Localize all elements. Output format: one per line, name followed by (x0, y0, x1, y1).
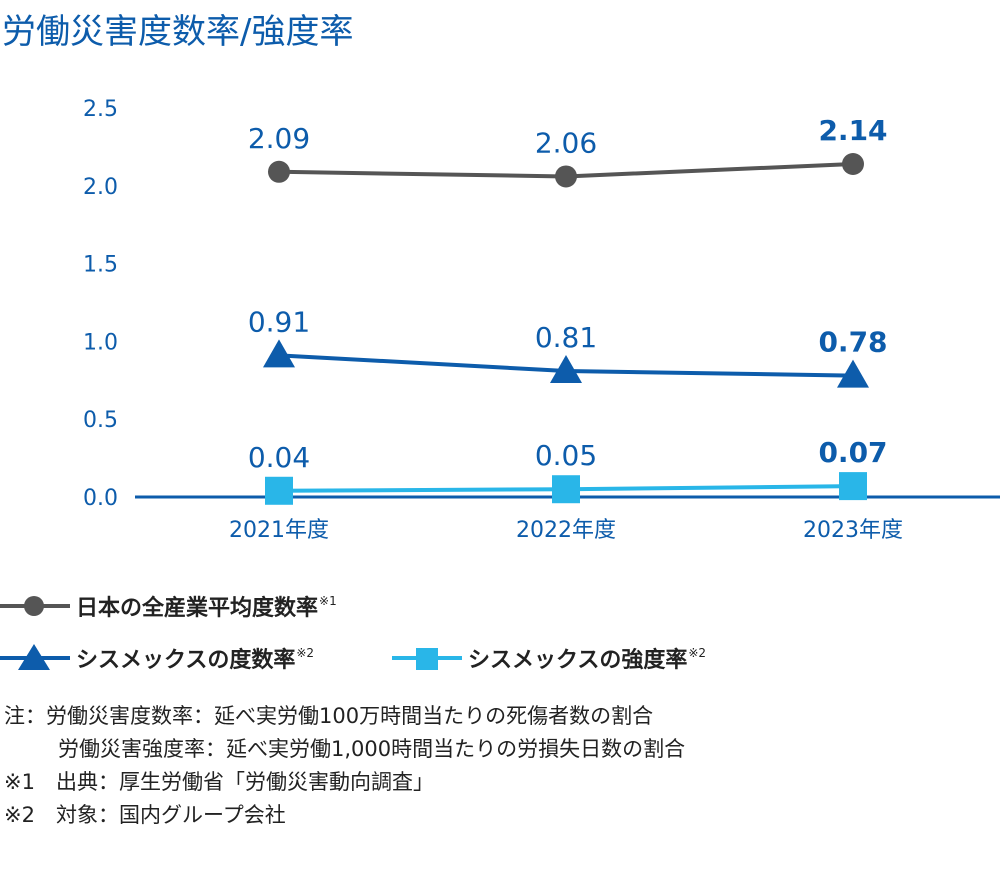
legend-note-mark-2: ※2 (296, 646, 315, 660)
data-point (555, 165, 577, 188)
circle-marker-icon (0, 596, 70, 616)
data-point (268, 160, 290, 183)
data-label: 0.07 (818, 436, 887, 469)
legend-label-sysmex-severity: シスメックスの強度率 (468, 648, 688, 673)
legend-label-industry-average: 日本の全産業平均度数率 (76, 596, 319, 621)
footnotes: 注：労働災害度数率：延べ実労働100万時間当たりの死傷者数の割合 労働災害強度率… (4, 700, 685, 832)
data-point (265, 476, 293, 505)
data-label: 2.14 (818, 114, 887, 147)
data-point (837, 359, 869, 388)
legend-note-mark-1: ※1 (319, 594, 337, 608)
legend-item-sysmex-severity: シスメックスの強度率※2 (392, 640, 706, 676)
note-severity-definition: 労働災害強度率：延べ実労働1,000時間当たりの労損失日数の割合 (58, 737, 686, 761)
legend-note-mark-3: ※2 (688, 646, 707, 660)
data-label: 0.05 (535, 439, 597, 472)
data-point (263, 339, 295, 368)
chart-title: 労働災害度数率/強度率 (2, 12, 354, 52)
triangle-marker-icon (0, 644, 70, 670)
x-tick-label: 2023年度 (803, 518, 903, 543)
x-tick-label: 2021年度 (229, 518, 329, 543)
y-tick-label: 0.5 (83, 408, 118, 433)
data-point (552, 475, 580, 504)
legend-item-sysmex-frequency: シスメックスの度数率※2 (0, 640, 314, 676)
data-label: 2.06 (535, 126, 597, 159)
data-point (839, 472, 867, 501)
y-tick-label: 1.5 (83, 253, 118, 278)
data-label: 0.78 (818, 326, 887, 359)
y-tick-label: 2.5 (83, 97, 118, 122)
data-point (550, 354, 582, 383)
data-label: 2.09 (248, 122, 310, 155)
legend-label-sysmex-frequency: シスメックスの度数率 (76, 648, 296, 673)
square-marker-icon (392, 648, 462, 670)
y-tick-label: 0.0 (83, 486, 118, 511)
legend-item-industry-average: 日本の全産業平均度数率※1 (0, 588, 337, 624)
x-tick-label: 2022年度 (516, 518, 616, 543)
y-tick-label: 1.0 (83, 330, 118, 355)
data-label: 0.04 (248, 441, 310, 474)
note-source: ※1 出典：厚生労働省「労働災害動向調査」 (4, 770, 434, 794)
y-tick-label: 2.0 (83, 175, 118, 200)
data-point (842, 153, 864, 176)
note-frequency-definition: 注：労働災害度数率：延べ実労働100万時間当たりの死傷者数の割合 (4, 704, 654, 728)
data-label: 0.81 (535, 321, 597, 354)
data-label: 0.91 (248, 305, 310, 338)
line-chart: 0.0 0.5 1.0 1.5 2.0 2.5 2.09 2.06 2.14 0.91 0.81 0.… (83, 97, 1000, 543)
note-scope: ※2 対象：国内グループ会社 (4, 803, 286, 827)
